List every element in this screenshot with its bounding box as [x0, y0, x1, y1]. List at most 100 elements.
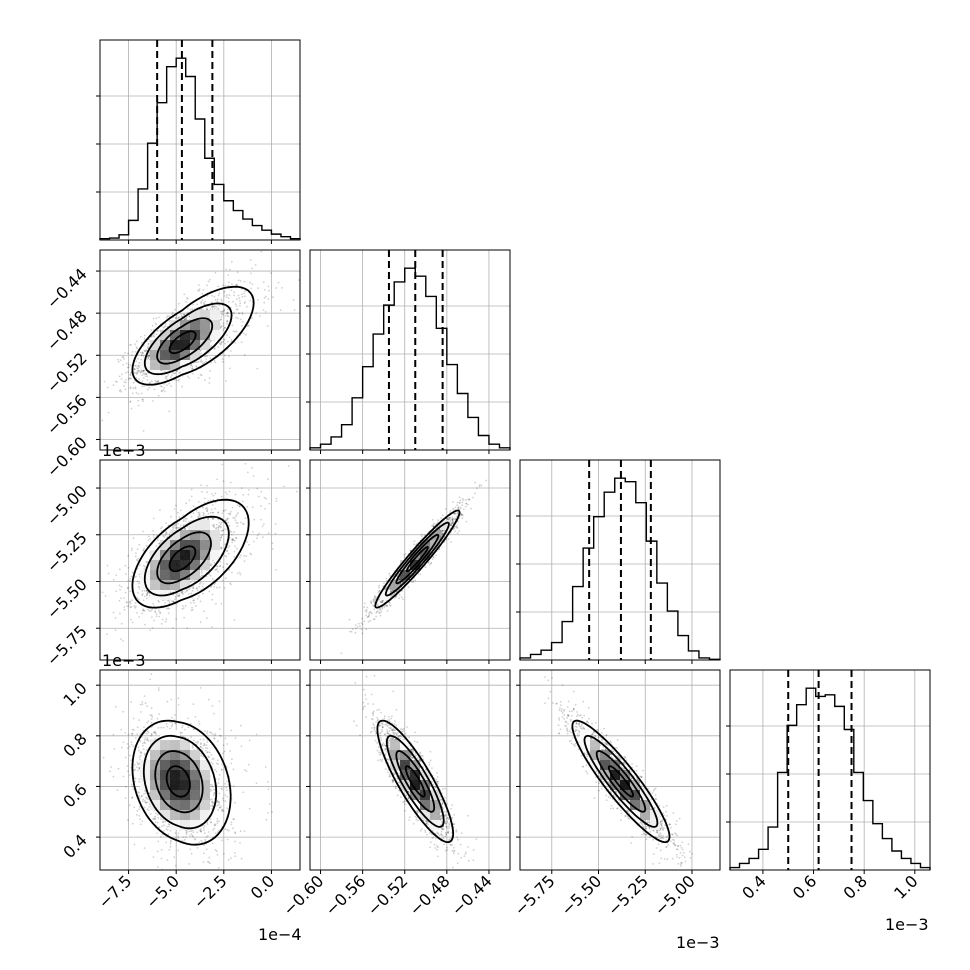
sample-point: [222, 529, 225, 532]
panel-content: [100, 250, 300, 450]
sample-point: [152, 400, 154, 402]
sample-point: [266, 325, 269, 327]
sample-point: [186, 297, 188, 299]
sample-point: [203, 361, 206, 364]
sample-point: [170, 515, 172, 518]
sample-point: [248, 325, 251, 327]
density-cell: [200, 540, 210, 550]
sample-point: [275, 500, 278, 502]
sample-point: [129, 364, 132, 367]
histogram-steps: [519, 477, 721, 661]
contour-line: [143, 515, 230, 597]
sample-point: [361, 623, 364, 626]
sample-point: [209, 574, 212, 577]
density-cell: [170, 340, 180, 350]
sample-point: [158, 615, 161, 618]
sample-point: [213, 295, 216, 298]
sample-point: [219, 310, 222, 313]
sample-point: [207, 517, 210, 520]
sample-point: [224, 342, 227, 345]
sample-point: [184, 591, 187, 593]
sample-point: [174, 598, 176, 601]
sample-point: [134, 387, 137, 390]
sample-point: [120, 585, 123, 588]
panel-frame: [99, 39, 301, 241]
sample-point: [119, 359, 122, 362]
sample-point: [377, 591, 380, 594]
sample-point: [163, 390, 166, 393]
sample-point: [202, 592, 204, 595]
histogram-steps: [729, 687, 931, 870]
sample-point: [233, 291, 236, 294]
sample-point: [204, 507, 207, 510]
density-cell: [160, 560, 170, 570]
sample-point: [114, 617, 117, 619]
histogram-steps: [99, 57, 301, 240]
sample-point: [287, 465, 290, 467]
sample-point: [440, 532, 443, 535]
sample-point: [454, 513, 457, 515]
sample-point: [191, 365, 194, 368]
sample-point: [234, 519, 237, 522]
sample-point: [449, 510, 452, 512]
sample-point: [198, 582, 201, 585]
sample-point: [431, 518, 434, 521]
sample-point: [226, 334, 229, 336]
contour-line: [143, 302, 233, 376]
sample-point: [142, 609, 144, 612]
sample-point: [197, 361, 200, 363]
sample-point: [370, 601, 373, 604]
sample-point: [155, 615, 158, 618]
sample-point: [130, 372, 132, 374]
sample-point: [165, 316, 168, 319]
sample-point: [275, 287, 278, 289]
sample-point: [229, 367, 231, 370]
sample-point: [178, 316, 180, 319]
sample-point: [143, 369, 145, 372]
sample-point: [460, 514, 463, 517]
sample-point: [147, 342, 150, 345]
sample-point: [231, 541, 234, 544]
sample-point: [193, 599, 196, 602]
sample-point: [218, 342, 221, 345]
sample-point: [260, 518, 262, 521]
sample-point: [271, 548, 274, 550]
sample-point: [198, 511, 201, 514]
sample-point: [211, 308, 214, 311]
sample-point: [241, 313, 244, 315]
sample-point: [247, 493, 250, 496]
sample-point: [238, 312, 241, 315]
sample-point: [250, 553, 253, 556]
sample-point: [129, 606, 132, 609]
sample-point: [229, 513, 232, 516]
sample-point: [202, 514, 205, 517]
sample-point: [140, 341, 143, 344]
sample-point: [380, 600, 382, 603]
sample-point: [192, 512, 195, 515]
sample-point: [143, 589, 146, 592]
sample-point: [243, 354, 246, 357]
sample-point: [236, 283, 238, 286]
sample-point: [214, 271, 217, 274]
sample-point: [141, 354, 143, 357]
sample-point: [173, 600, 175, 603]
sample-point: [145, 358, 148, 361]
sample-point: [361, 617, 363, 620]
sample-point: [252, 540, 255, 543]
sample-point: [449, 524, 452, 526]
sample-point: [199, 621, 202, 624]
sample-point: [126, 586, 129, 589]
sample-point: [173, 372, 175, 375]
sample-point: [230, 531, 233, 533]
sample-point: [452, 509, 455, 511]
sample-point: [214, 507, 216, 510]
sample-point: [256, 487, 259, 490]
sample-point: [124, 379, 127, 381]
sample-point: [131, 547, 133, 550]
sample-point: [152, 534, 155, 536]
sample-point: [280, 287, 283, 289]
density-cell: [150, 570, 160, 580]
sample-point: [241, 295, 244, 298]
sample-point: [141, 380, 144, 382]
sample-point: [143, 369, 145, 372]
